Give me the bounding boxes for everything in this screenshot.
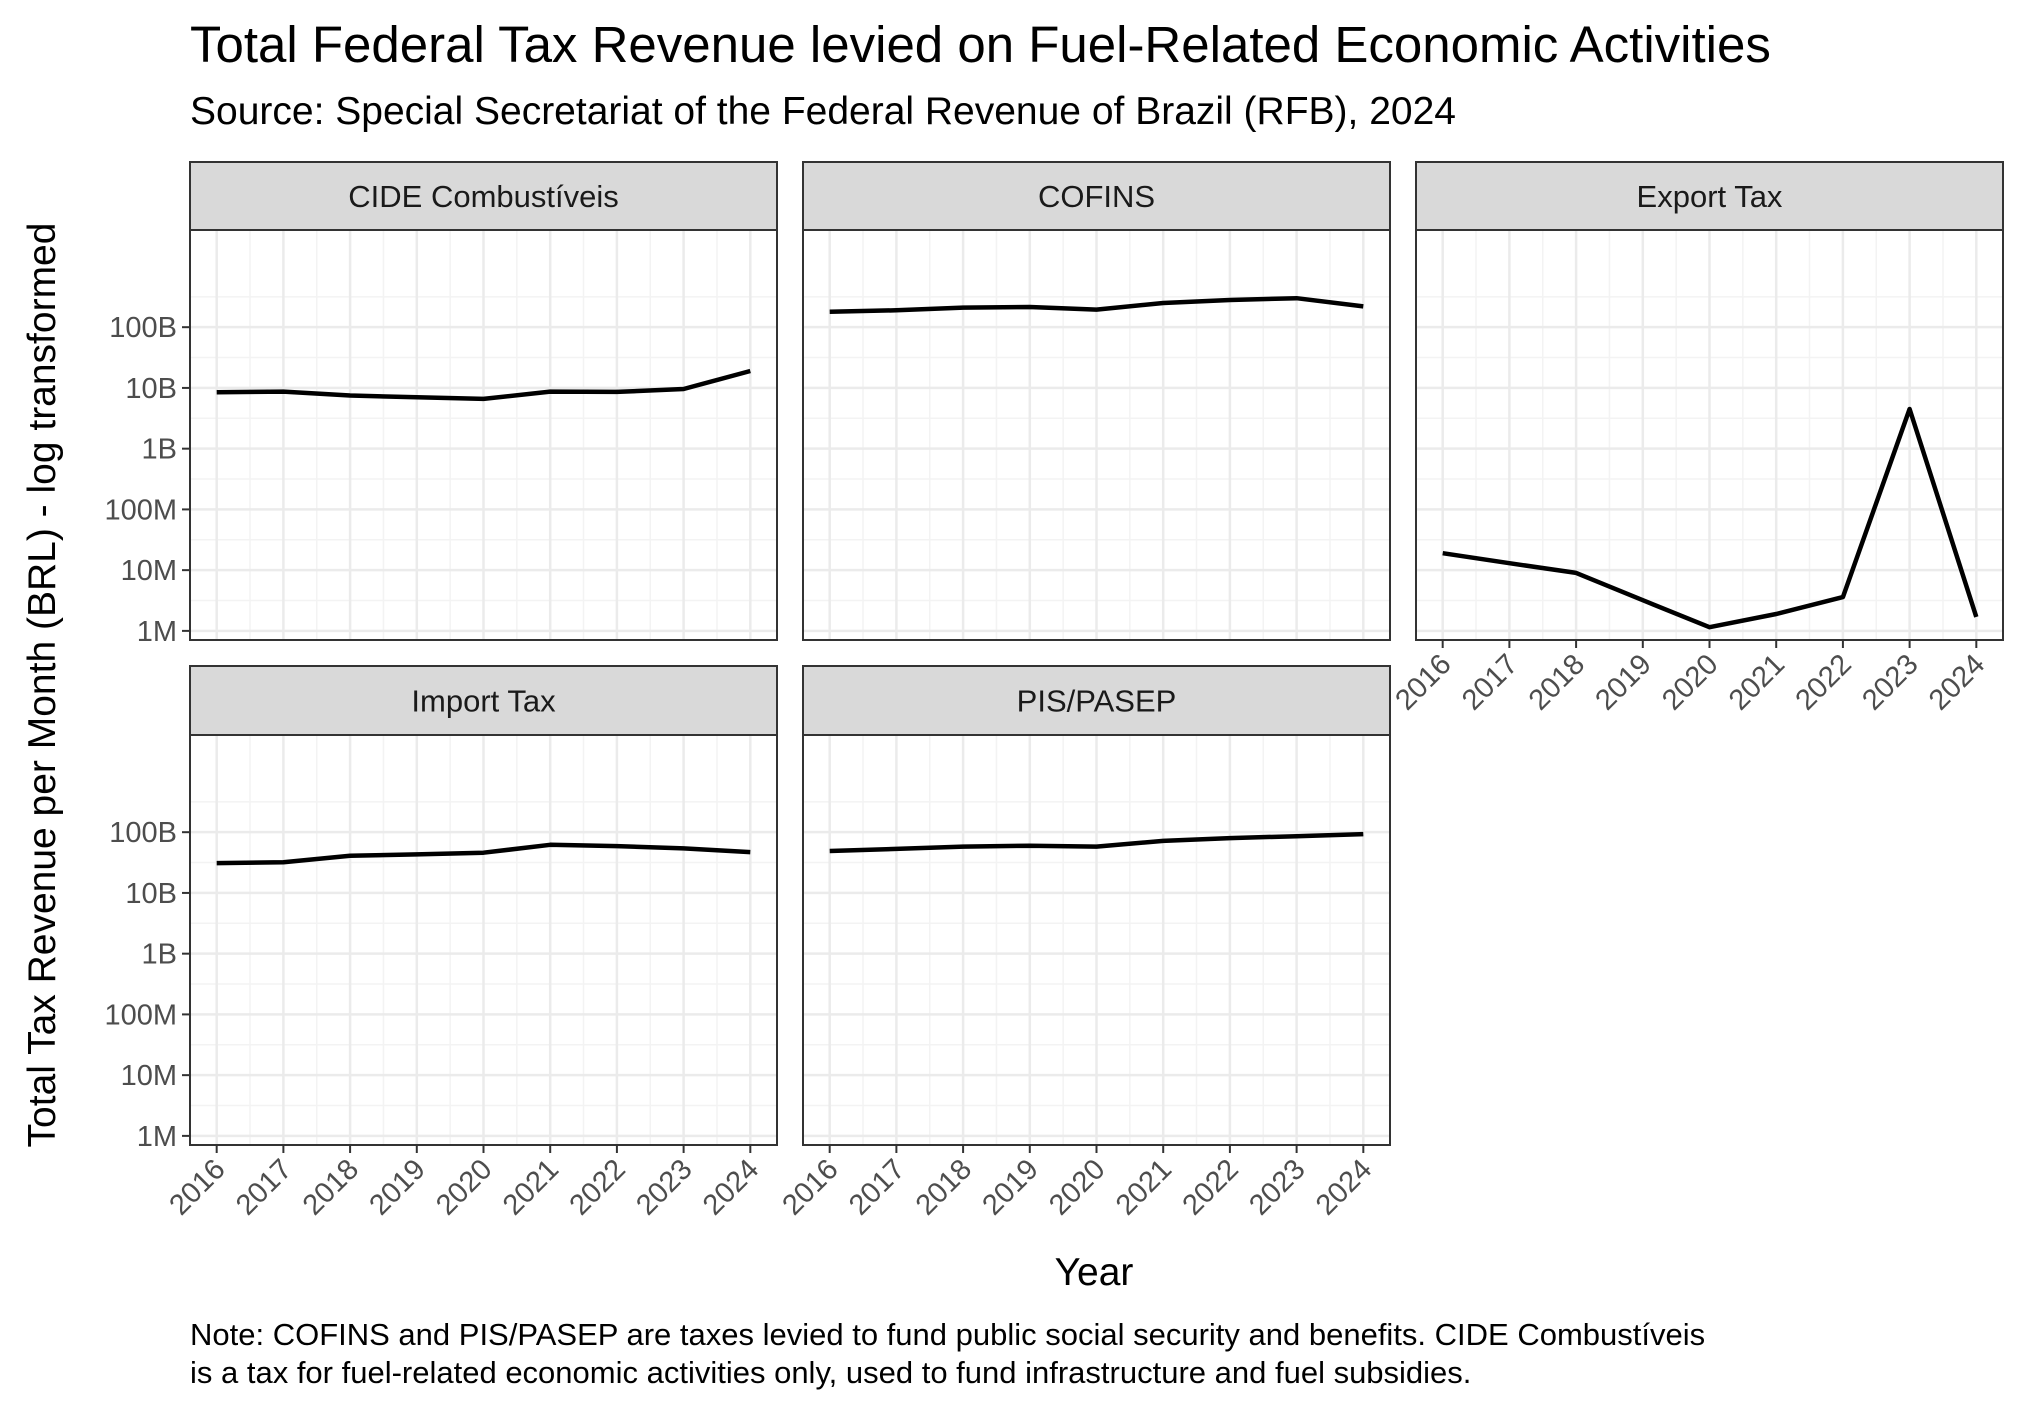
- facet-strip: [1415, 161, 2004, 231]
- x-tick-label: 2018: [297, 1153, 365, 1221]
- x-tick-label: 2023: [630, 1153, 698, 1221]
- y-tick-label: 1M: [137, 616, 177, 648]
- facet-panel: PIS/PASEP2016201720182019202020212022202…: [776, 665, 1391, 1222]
- x-tick-label: 2024: [1310, 1153, 1378, 1221]
- x-tick-label: 2019: [364, 1153, 432, 1221]
- x-tick-label: 2020: [1043, 1153, 1111, 1221]
- facet-panels: CIDE Combustíveis 1M 10M 100M 1B 10B 100B COFIN…: [104, 161, 2004, 1222]
- chart-title: Total Federal Tax Revenue levied on Fuel…: [190, 16, 1771, 73]
- x-tick-label: 2017: [1456, 648, 1524, 716]
- facet-strip: [802, 665, 1391, 736]
- y-tick-label: 1B: [142, 434, 177, 466]
- y-tick-label: 100B: [109, 312, 177, 344]
- x-tick-label: 2022: [1790, 648, 1858, 716]
- y-tick-label: 1B: [142, 939, 177, 971]
- facet-strip-label: PIS/PASEP: [1017, 684, 1177, 719]
- x-tick-label: 2018: [910, 1153, 978, 1221]
- x-tick-label: 2021: [1723, 648, 1791, 716]
- x-tick-label: 2017: [230, 1153, 298, 1221]
- note-line-2: is a tax for fuel-related economic activ…: [190, 1355, 1472, 1390]
- y-tick-label: 10B: [125, 878, 177, 910]
- x-tick-label: 2024: [1923, 648, 1991, 716]
- facet-strip-label: Import Tax: [411, 684, 556, 719]
- x-tick-label: 2022: [1177, 1153, 1245, 1221]
- x-tick-label: 2023: [1856, 648, 1924, 716]
- series-line: [216, 368, 751, 402]
- x-tick-label: 2022: [564, 1153, 632, 1221]
- x-tick-label: 2016: [163, 1153, 231, 1221]
- x-tick-label: 2021: [497, 1153, 565, 1221]
- panel-border: [189, 229, 778, 641]
- y-tick-label: 1M: [137, 1121, 177, 1153]
- facet-panel: Import Tax 1M 10M 100M 1B 10B 100B 201620172018…: [104, 665, 778, 1222]
- x-tick-label: 2020: [1656, 648, 1724, 716]
- x-tick-label: 2024: [697, 1153, 765, 1221]
- x-axis-title: Year: [1055, 1251, 1134, 1294]
- x-tick-label: 2017: [843, 1153, 911, 1221]
- facet-strip-label: CIDE Combustíveis: [348, 179, 618, 214]
- x-tick-label: 2019: [1590, 648, 1658, 716]
- series-line: [216, 842, 751, 866]
- facet-strip: [189, 665, 778, 736]
- series-line: [829, 831, 1364, 854]
- y-tick-label: 10B: [125, 373, 177, 405]
- facet-strip: [802, 161, 1391, 231]
- y-tick-label: 10M: [121, 555, 177, 587]
- facet-strip-label: COFINS: [1038, 179, 1155, 214]
- y-tick-label: 100M: [104, 494, 177, 526]
- series-line: [829, 295, 1364, 314]
- x-tick-label: 2019: [977, 1153, 1045, 1221]
- x-tick-label: 2016: [1389, 648, 1457, 716]
- y-tick-label: 100B: [109, 817, 177, 849]
- y-tick-label: 100M: [104, 999, 177, 1031]
- x-tick-label: 2021: [1110, 1153, 1178, 1221]
- facet-panel: CIDE Combustíveis 1M 10M 100M 1B 10B 100B: [104, 161, 778, 648]
- series-line: [1442, 406, 1979, 630]
- facet-panel: COFINS: [802, 161, 1391, 641]
- x-tick-label: 2016: [776, 1153, 844, 1221]
- facet-panel: Export Tax201620172018201920202021202220…: [1389, 161, 2004, 717]
- panel-border: [802, 229, 1391, 641]
- x-tick-label: 2018: [1523, 648, 1591, 716]
- y-tick-label: 10M: [121, 1060, 177, 1092]
- facet-strip-label: Export Tax: [1637, 179, 1783, 214]
- x-tick-label: 2020: [430, 1153, 498, 1221]
- chart-subtitle: Source: Special Secretariat of the Feder…: [190, 90, 1456, 133]
- chart-note: Note: COFINS and PIS/PASEP are taxes lev…: [190, 1316, 2010, 1392]
- y-axis-title: Total Tax Revenue per Month (BRL) - log …: [21, 223, 64, 1148]
- note-line-1: Note: COFINS and PIS/PASEP are taxes lev…: [190, 1317, 1706, 1352]
- x-tick-label: 2023: [1243, 1153, 1311, 1221]
